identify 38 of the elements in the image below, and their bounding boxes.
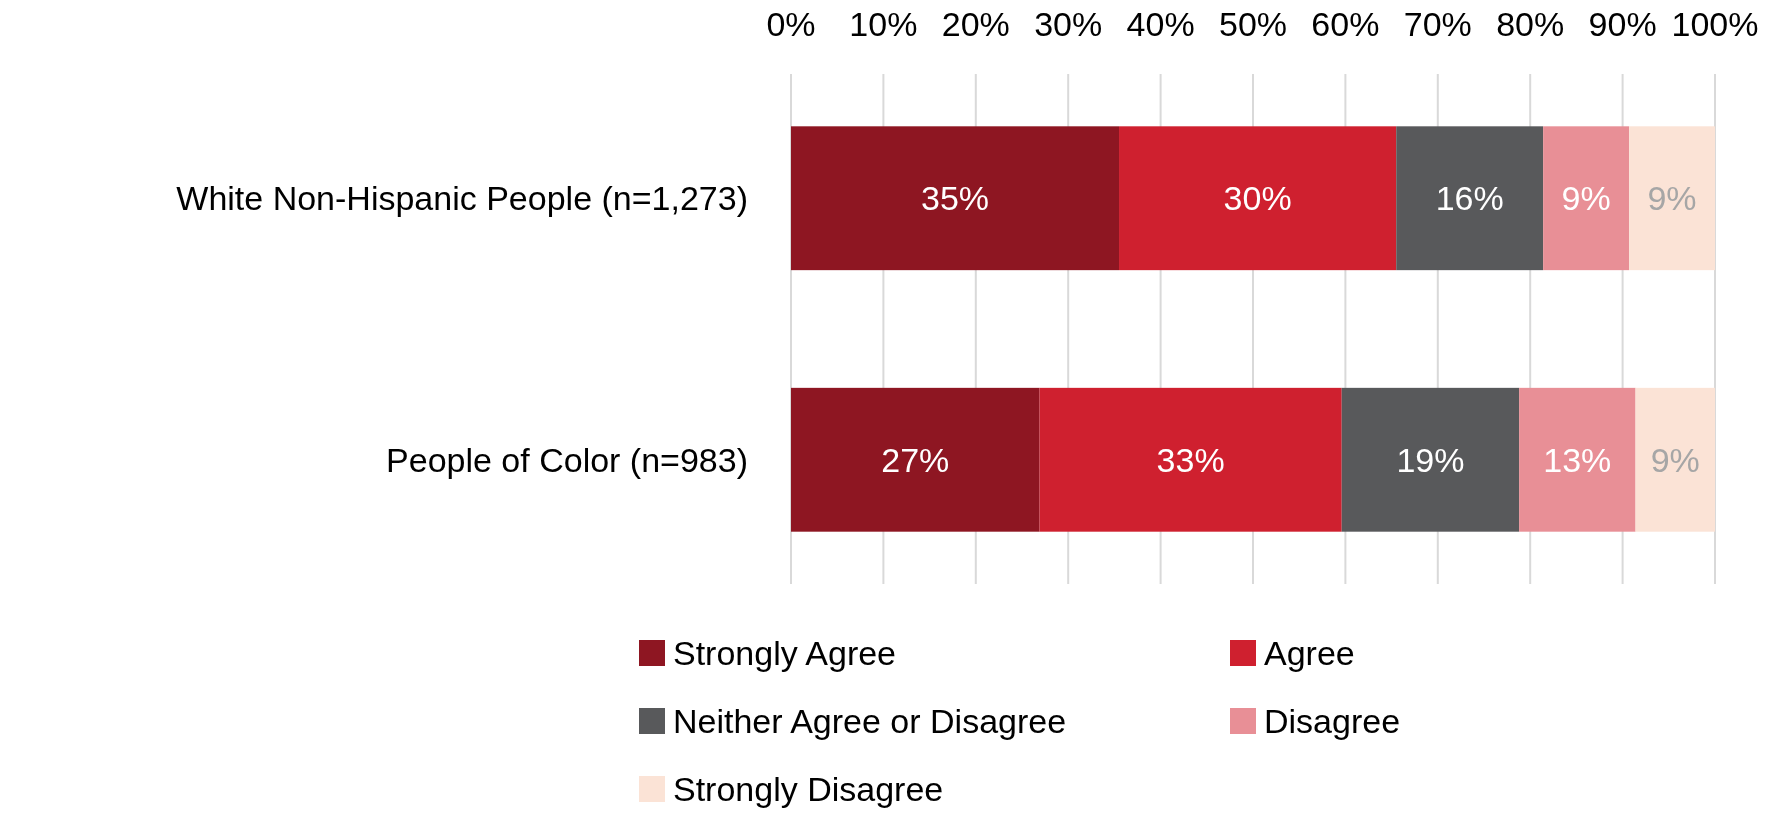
y-tick-label: People of Color (n=983) xyxy=(386,440,748,479)
y-tick-label: White Non-Hispanic People (n=1,273) xyxy=(176,179,748,218)
legend-label: Neither Agree or Disagree xyxy=(673,701,1067,740)
x-tick-label: 70% xyxy=(1403,5,1472,43)
bar xyxy=(1396,126,1544,271)
x-tick-label: 50% xyxy=(1218,5,1288,43)
data-label: 9% xyxy=(1650,440,1700,479)
x-tick-label: 40% xyxy=(1126,5,1195,43)
x-tick-label: 60% xyxy=(1311,5,1380,43)
data-label: 27% xyxy=(881,440,950,479)
legend-label: Strongly Disagree xyxy=(673,769,944,808)
x-tick-label: 10% xyxy=(849,5,918,43)
legend-label: Strongly Agree xyxy=(673,633,897,672)
x-tick-label: 100% xyxy=(1671,5,1759,43)
data-label: 35% xyxy=(920,179,990,218)
data-label: 9% xyxy=(1561,179,1611,218)
x-tick-label: 90% xyxy=(1588,5,1657,43)
bar xyxy=(1629,126,1715,271)
bar xyxy=(1341,387,1520,532)
legend-label: Agree xyxy=(1264,633,1355,672)
x-tick-label: 30% xyxy=(1034,5,1103,43)
bar xyxy=(1039,387,1342,532)
bar xyxy=(1119,126,1397,271)
bar xyxy=(1543,126,1630,271)
bar xyxy=(1519,387,1636,532)
data-label: 9% xyxy=(1647,179,1697,218)
bar xyxy=(791,387,1040,532)
x-tick-label: 0% xyxy=(766,5,816,43)
data-label: 13% xyxy=(1543,440,1612,479)
x-tick-label: 20% xyxy=(941,5,1010,43)
legend-label: Disagree xyxy=(1264,701,1401,740)
x-tick-label: 80% xyxy=(1496,5,1565,43)
data-label: 19% xyxy=(1396,440,1465,479)
data-label: 30% xyxy=(1223,179,1292,218)
bar xyxy=(791,126,1120,271)
data-label: 33% xyxy=(1156,440,1225,479)
data-label: 16% xyxy=(1435,179,1504,218)
bar xyxy=(1635,387,1715,532)
